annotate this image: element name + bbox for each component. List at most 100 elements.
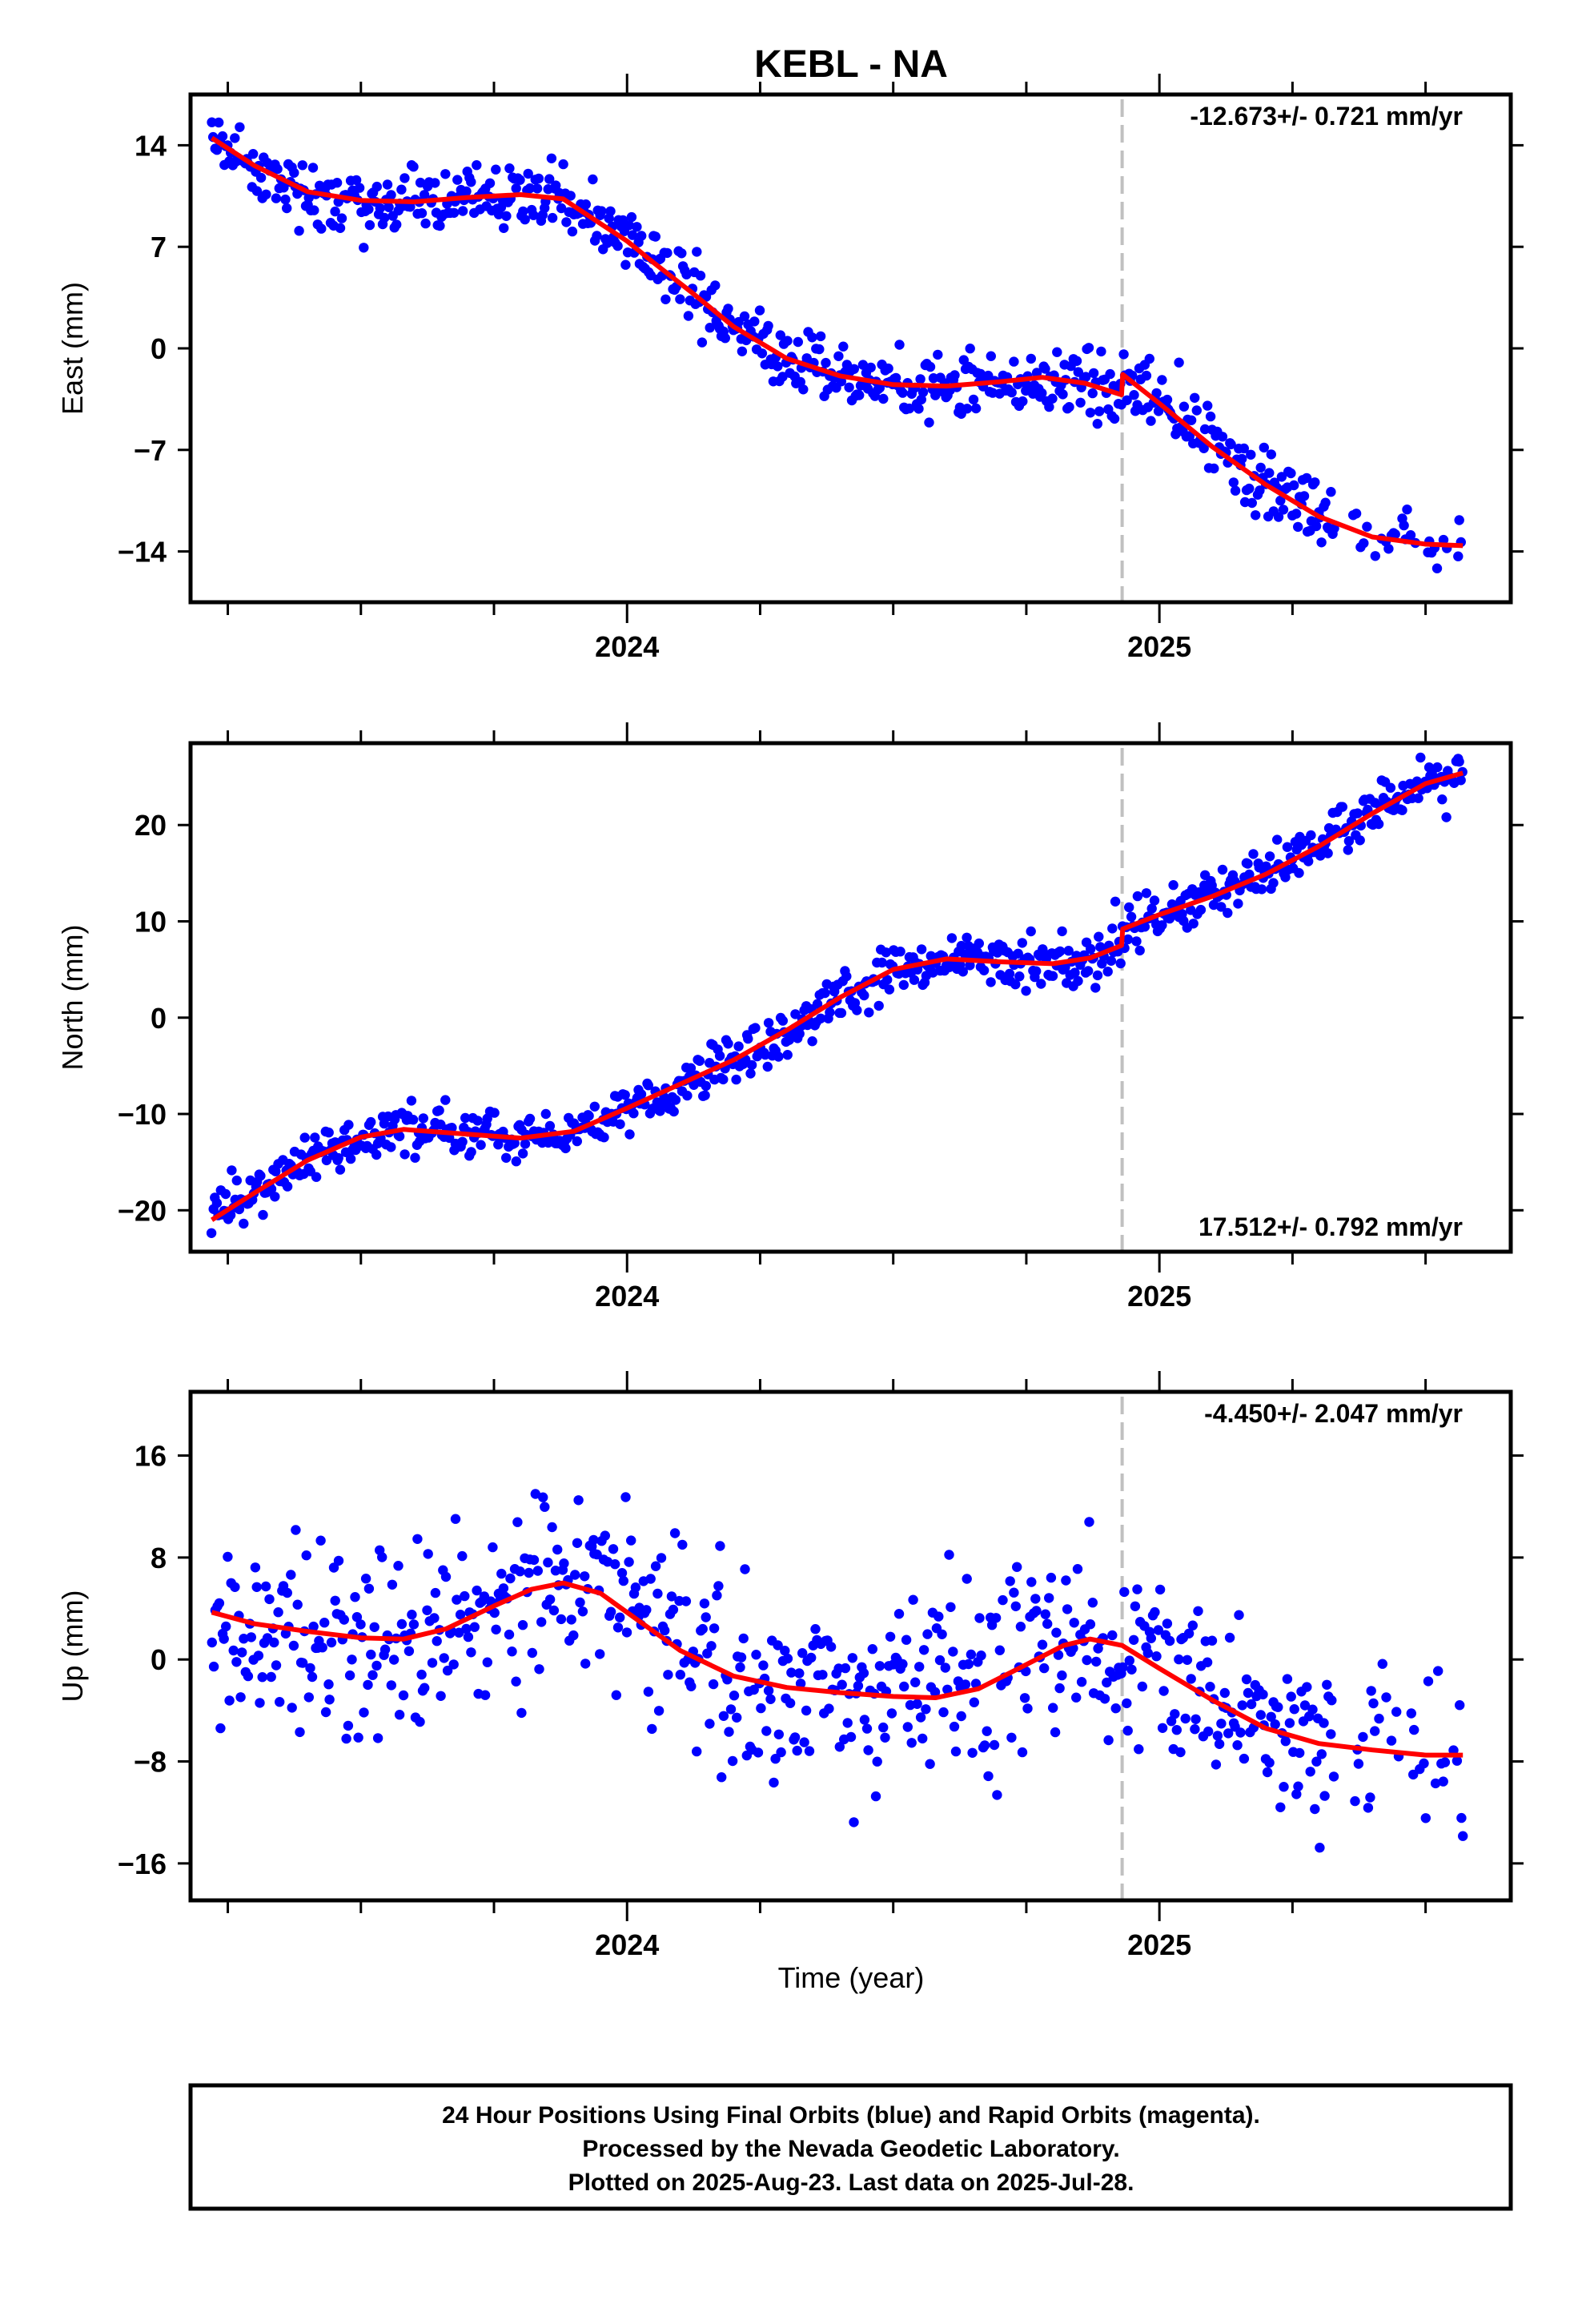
data-point [914,1662,925,1672]
data-point [751,1650,761,1660]
data-point [986,351,997,361]
data-point [1326,1729,1336,1739]
data-point [1190,1724,1200,1735]
data-point [880,1732,890,1743]
data-point [692,1746,702,1757]
data-point [540,1108,551,1120]
data-point [1305,1767,1315,1777]
data-point [286,1570,296,1580]
data-point [666,1591,677,1602]
data-point [1276,472,1287,482]
data-point [1280,1736,1291,1747]
data-point [670,1095,681,1105]
data-point [227,1165,237,1176]
data-point [967,1747,978,1758]
data-point [1047,971,1058,981]
data-point [620,1492,631,1502]
data-point [1302,1682,1312,1692]
data-point [377,1552,387,1562]
data-point [1071,1692,1082,1703]
data-point [925,1759,935,1769]
data-point [230,133,240,143]
data-point [1370,1726,1380,1736]
data-point [547,1522,557,1533]
data-point [308,1621,319,1632]
data-point [504,1629,515,1640]
data-point [330,1595,340,1606]
data-point [1157,1723,1168,1733]
data-point [1368,1698,1379,1709]
data-point [930,1687,941,1698]
data-point [511,183,521,194]
data-point [219,1634,229,1644]
data-point [1153,1625,1164,1635]
data-point [615,1119,625,1130]
data-point [394,1710,405,1720]
data-point [1262,1767,1273,1778]
data-point [706,1641,717,1651]
data-point [1320,497,1331,508]
data-point [1284,1718,1295,1728]
data-point [825,1007,835,1018]
data-point [1383,544,1394,554]
data-point [1118,1662,1128,1673]
data-point [956,940,967,951]
data-point [1294,867,1304,879]
data-point [937,1629,947,1640]
data-point [1110,896,1121,907]
data-point [1053,1650,1064,1660]
data-point [264,1594,275,1605]
data-point [1237,453,1247,464]
data-point [532,183,543,194]
data-point [845,1731,857,1743]
data-point [1311,1756,1322,1767]
data-point [615,1612,625,1622]
data-point [215,1723,226,1734]
data-point [1126,1664,1137,1675]
data-point [1062,1604,1073,1614]
data-point [228,1645,239,1656]
data-point [206,1228,217,1239]
data-point [1343,845,1354,855]
data-point [612,240,623,251]
data-point [1199,424,1211,435]
data-point [1351,509,1362,519]
data-point [408,162,419,172]
data-point [618,1575,628,1586]
data-point [675,1670,685,1680]
data-point [568,1630,579,1641]
data-point [1454,756,1464,767]
data-point [966,1649,977,1660]
data-point [1241,1674,1252,1685]
data-point [1182,1655,1193,1665]
data-point [461,186,472,197]
data-point [418,1113,428,1124]
data-point [599,1132,609,1143]
data-point [624,220,634,231]
data-point [1014,971,1025,982]
data-point [1105,368,1115,380]
data-point [624,1129,635,1140]
data-point [387,1579,398,1590]
data-point [1299,1700,1311,1711]
y-tick-label: 7 [151,231,167,263]
data-point [1366,1686,1376,1696]
data-point [427,1658,438,1668]
data-point [632,222,642,232]
data-point [315,1535,326,1546]
data-point [567,226,578,237]
data-point [1452,1755,1463,1766]
data-point [1239,1753,1250,1764]
data-point [1381,1692,1391,1703]
data-point [677,248,687,259]
data-point [918,1645,930,1655]
data-point [1063,946,1074,956]
data-point [859,990,869,1001]
data-point [270,1192,280,1202]
data-point [1343,836,1355,846]
data-point [1036,979,1046,989]
data-point [682,1090,693,1101]
data-point [1130,1601,1141,1612]
data-point [660,1625,670,1636]
data-point [448,207,460,218]
